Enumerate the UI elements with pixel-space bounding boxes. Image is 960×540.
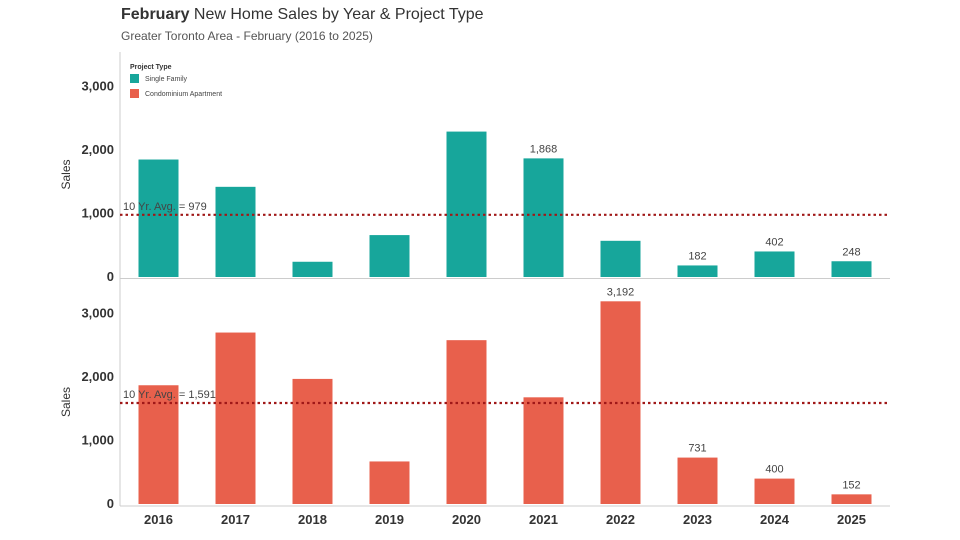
chart-subtitle: Greater Toronto Area - February (2016 to… xyxy=(121,29,373,43)
x-tick-label: 2025 xyxy=(837,512,866,527)
bar-2017 xyxy=(215,186,256,277)
y-tick-label: 3,000 xyxy=(81,79,114,94)
average-label: 10 Yr. Avg. = 1,591 xyxy=(123,389,216,401)
data-label: 248 xyxy=(842,246,860,258)
data-label: 3,192 xyxy=(607,286,635,298)
title-month: February xyxy=(121,6,190,23)
x-tick-label: 2019 xyxy=(375,512,404,527)
bar-2024 xyxy=(754,251,795,277)
y-tick-label: 1,000 xyxy=(81,206,114,221)
x-tick-label: 2016 xyxy=(144,512,173,527)
data-label: 152 xyxy=(842,479,860,491)
data-label: 400 xyxy=(765,464,783,476)
bar-2023 xyxy=(677,457,718,504)
bar-2024 xyxy=(754,478,795,504)
data-label: 402 xyxy=(765,236,783,248)
y-axis-title: Sales xyxy=(59,159,73,189)
average-label: 10 Yr. Avg. = 979 xyxy=(123,201,207,213)
chart-title: February New Home Sales by Year & Projec… xyxy=(121,6,484,24)
y-tick-label: 0 xyxy=(107,269,114,284)
x-tick-label: 2024 xyxy=(760,512,790,527)
x-tick-label: 2021 xyxy=(529,512,558,527)
data-label: 182 xyxy=(688,250,706,262)
bar-2023 xyxy=(677,265,718,277)
bar-2020 xyxy=(446,131,487,277)
legend-swatch xyxy=(130,74,139,83)
bar-2022 xyxy=(600,240,641,277)
bar-2018 xyxy=(292,261,333,277)
legend-item-label: Condominium Apartment xyxy=(145,91,222,98)
bar-2025 xyxy=(831,494,872,504)
x-tick-label: 2022 xyxy=(606,512,635,527)
y-tick-label: 2,000 xyxy=(81,369,114,384)
bar-2021 xyxy=(523,158,564,277)
bar-2025 xyxy=(831,261,872,277)
x-tick-label: 2017 xyxy=(221,512,250,527)
bar-2017 xyxy=(215,332,256,504)
legend-item-label: Single Family xyxy=(145,76,188,83)
bar-2016 xyxy=(138,385,179,504)
bar-2019 xyxy=(369,235,410,277)
x-tick-label: 2023 xyxy=(683,512,712,527)
y-tick-label: 3,000 xyxy=(81,306,114,321)
bar-2020 xyxy=(446,340,487,504)
title-rest: New Home Sales by Year & Project Type xyxy=(189,6,484,23)
legend-title: Project Type xyxy=(130,64,172,71)
x-tick-label: 2020 xyxy=(452,512,481,527)
y-tick-label: 0 xyxy=(107,496,114,511)
x-tick-label: 2018 xyxy=(298,512,327,527)
data-label: 731 xyxy=(688,443,706,455)
legend-swatch xyxy=(130,89,139,98)
bar-2018 xyxy=(292,378,333,504)
y-tick-label: 1,000 xyxy=(81,433,114,448)
bar-2019 xyxy=(369,461,410,504)
y-tick-label: 2,000 xyxy=(81,142,114,157)
bar-2016 xyxy=(138,159,179,277)
y-axis-title: Sales xyxy=(59,387,73,417)
data-label: 1,868 xyxy=(530,143,558,155)
bar-2021 xyxy=(523,397,564,504)
